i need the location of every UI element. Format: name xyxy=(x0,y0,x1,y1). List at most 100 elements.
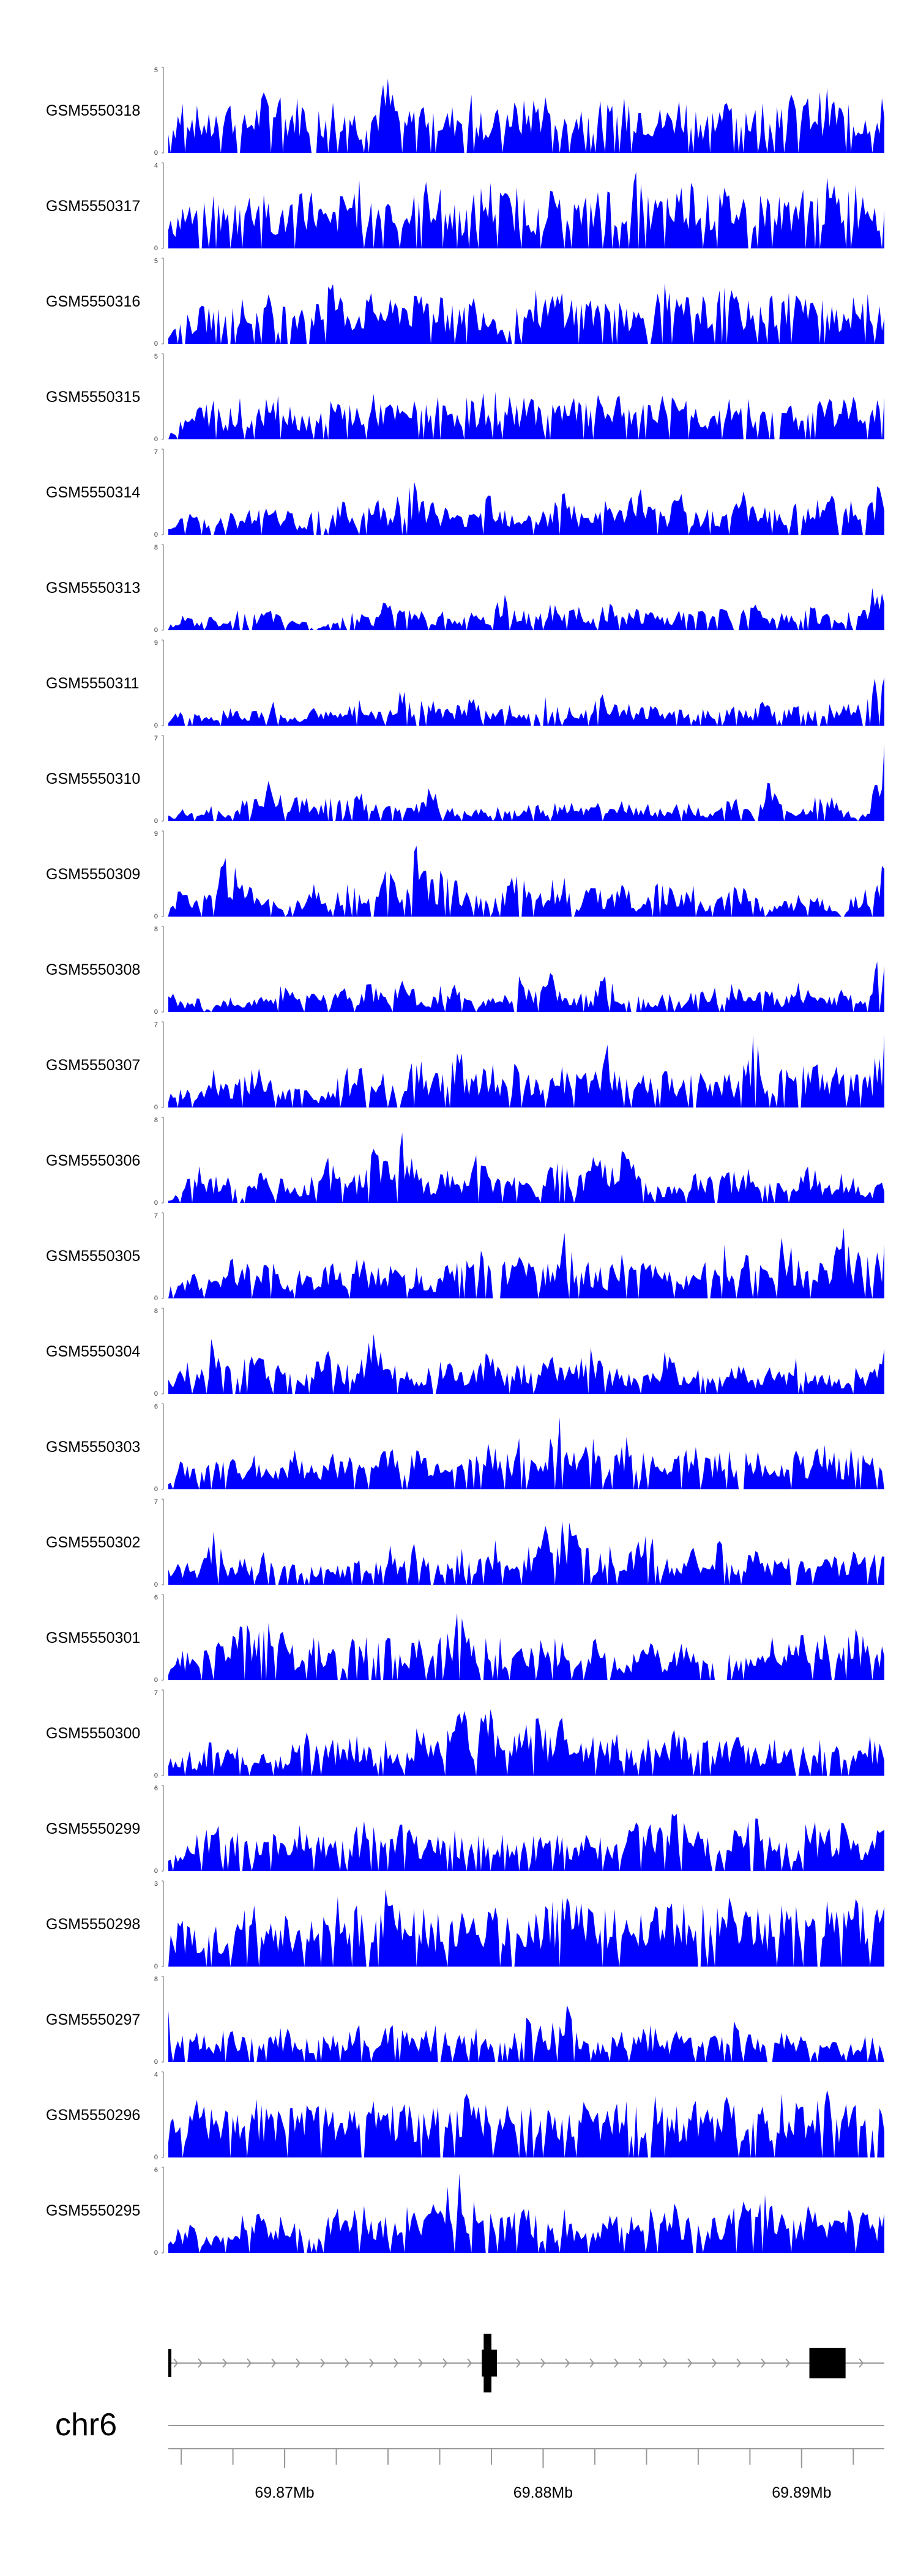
strand-arrow xyxy=(785,2358,791,2368)
track-ymin-label: 0 xyxy=(154,1295,158,1302)
strand-arrow xyxy=(687,2358,693,2368)
track-GSM5550296: 4 0 GSM5550296 xyxy=(46,2071,884,2161)
signal-area xyxy=(168,392,884,439)
track-ymax-label: 6 xyxy=(154,1594,158,1601)
track-GSM5550317: 4 0 GSM5550317 xyxy=(46,162,884,252)
strand-arrow xyxy=(247,2358,252,2368)
track-GSM5550306: 8 0 GSM5550306 xyxy=(46,1117,884,1207)
track-label: GSM5550309 xyxy=(46,866,140,883)
signal-area xyxy=(168,2005,884,2062)
track-GSM5550314: 7 0 GSM5550314 xyxy=(46,449,884,538)
track-ymax-label: 9 xyxy=(154,830,158,838)
track-ymax-label: 5 xyxy=(154,258,158,265)
signal-area xyxy=(168,2090,884,2157)
track-GSM5550300: 7 0 GSM5550300 xyxy=(46,1689,884,1779)
track-label: GSM5550311 xyxy=(46,675,139,692)
signal-area xyxy=(168,2173,884,2253)
track-ymin-label: 0 xyxy=(154,1008,158,1016)
track-GSM5550297: 8 0 GSM5550297 xyxy=(46,1976,884,2066)
track-ymin-label: 0 xyxy=(154,1963,158,1970)
strand-arrow xyxy=(320,2358,326,2368)
axis-tick-label: 69.88Mb xyxy=(513,2484,573,2501)
track-ymin-label: 0 xyxy=(154,340,158,348)
track-label: GSM5550301 xyxy=(46,1629,140,1647)
signal-area xyxy=(168,1709,884,1776)
ideogram-track: chr6 xyxy=(55,2407,884,2443)
track-label: GSM5550314 xyxy=(46,484,140,501)
track-ymax-label: 8 xyxy=(154,1308,158,1315)
track-ymax-label: 7 xyxy=(154,1689,158,1697)
strand-arrow xyxy=(859,2358,864,2368)
track-ymin-label: 0 xyxy=(154,817,158,825)
signal-area xyxy=(168,1521,884,1585)
track-label: GSM5550302 xyxy=(46,1534,140,1551)
strand-arrow xyxy=(712,2358,717,2368)
signal-area xyxy=(168,482,884,535)
track-ymin-label: 0 xyxy=(154,2249,158,2257)
track-GSM5550316: 5 0 GSM5550316 xyxy=(46,258,884,348)
track-ymax-label: 7 xyxy=(154,1498,158,1506)
track-label: GSM5550305 xyxy=(46,1248,140,1265)
signal-area xyxy=(168,846,884,917)
track-label: GSM5550297 xyxy=(46,2011,140,2028)
track-GSM5550307: 7 0 GSM5550307 xyxy=(46,1021,884,1111)
signal-area xyxy=(168,587,884,630)
track-GSM5550298: 3 0 GSM5550298 xyxy=(46,1880,884,1970)
strand-arrow xyxy=(736,2358,742,2368)
track-ymin-label: 0 xyxy=(154,722,158,729)
track-ymax-label: 9 xyxy=(154,639,158,647)
track-GSM5550318: 5 0 GSM5550318 xyxy=(46,67,884,157)
track-ymax-label: 6 xyxy=(154,2167,158,2174)
strand-arrow xyxy=(418,2358,424,2368)
track-GSM5550301: 6 0 GSM5550301 xyxy=(46,1594,884,1684)
track-label: GSM5550306 xyxy=(46,1152,140,1169)
signal-area xyxy=(168,1889,884,1967)
track-ymax-label: 7 xyxy=(154,1021,158,1029)
track-GSM5550295: 6 0 GSM5550295 xyxy=(46,2167,884,2257)
track-ymin-label: 0 xyxy=(154,2058,158,2066)
track-label: GSM5550317 xyxy=(46,198,140,215)
track-GSM5550304: 8 0 GSM5550304 xyxy=(46,1308,884,1398)
strand-arrow xyxy=(173,2358,179,2368)
track-label: GSM5550313 xyxy=(46,579,140,597)
strand-arrow xyxy=(516,2358,521,2368)
track-ymin-label: 0 xyxy=(154,1104,158,1111)
track-ymax-label: 6 xyxy=(154,1785,158,1792)
track-ymax-label: 5 xyxy=(154,353,158,360)
track-ymin-label: 0 xyxy=(154,1486,158,1493)
strand-arrow xyxy=(589,2358,595,2368)
track-ymin-label: 0 xyxy=(154,1581,158,1588)
track-label: GSM5550296 xyxy=(46,2107,140,2124)
strand-arrow xyxy=(296,2358,301,2368)
track-ymin-label: 0 xyxy=(154,1867,158,1875)
track-ymax-label: 7 xyxy=(154,1212,158,1219)
strand-arrow xyxy=(394,2358,399,2368)
track-label: GSM5550295 xyxy=(46,2202,140,2219)
signal-area xyxy=(168,1133,884,1203)
track-label: GSM5550303 xyxy=(46,1439,140,1456)
strand-arrow xyxy=(198,2358,203,2368)
strand-arrow xyxy=(614,2358,619,2368)
track-GSM5550309: 9 0 GSM5550309 xyxy=(46,830,884,920)
track-label: GSM5550318 xyxy=(46,102,140,119)
track-GSM5550305: 7 0 GSM5550305 xyxy=(46,1212,884,1302)
track-label: GSM5550316 xyxy=(46,293,140,310)
track-ymax-label: 8 xyxy=(154,544,158,551)
gene-model-track xyxy=(168,2334,884,2392)
strand-arrow xyxy=(467,2358,472,2368)
track-ymin-label: 0 xyxy=(154,913,158,920)
signal-area xyxy=(168,1417,884,1489)
track-ymax-label: 3 xyxy=(154,1880,158,1888)
track-ymax-label: 5 xyxy=(154,67,158,74)
signal-area xyxy=(168,1334,884,1394)
strand-arrow xyxy=(540,2358,546,2368)
track-label: GSM5550315 xyxy=(46,389,140,406)
track-ymax-label: 8 xyxy=(154,1117,158,1124)
track-GSM5550310: 7 0 GSM5550310 xyxy=(46,735,884,825)
track-GSM5550313: 8 0 GSM5550313 xyxy=(46,544,884,634)
track-label: GSM5550307 xyxy=(46,1057,140,1074)
signal-area xyxy=(168,171,884,248)
track-ymin-label: 0 xyxy=(154,1199,158,1207)
axis-tick-label: 69.87Mb xyxy=(255,2484,314,2501)
track-ymin-label: 0 xyxy=(154,436,158,443)
